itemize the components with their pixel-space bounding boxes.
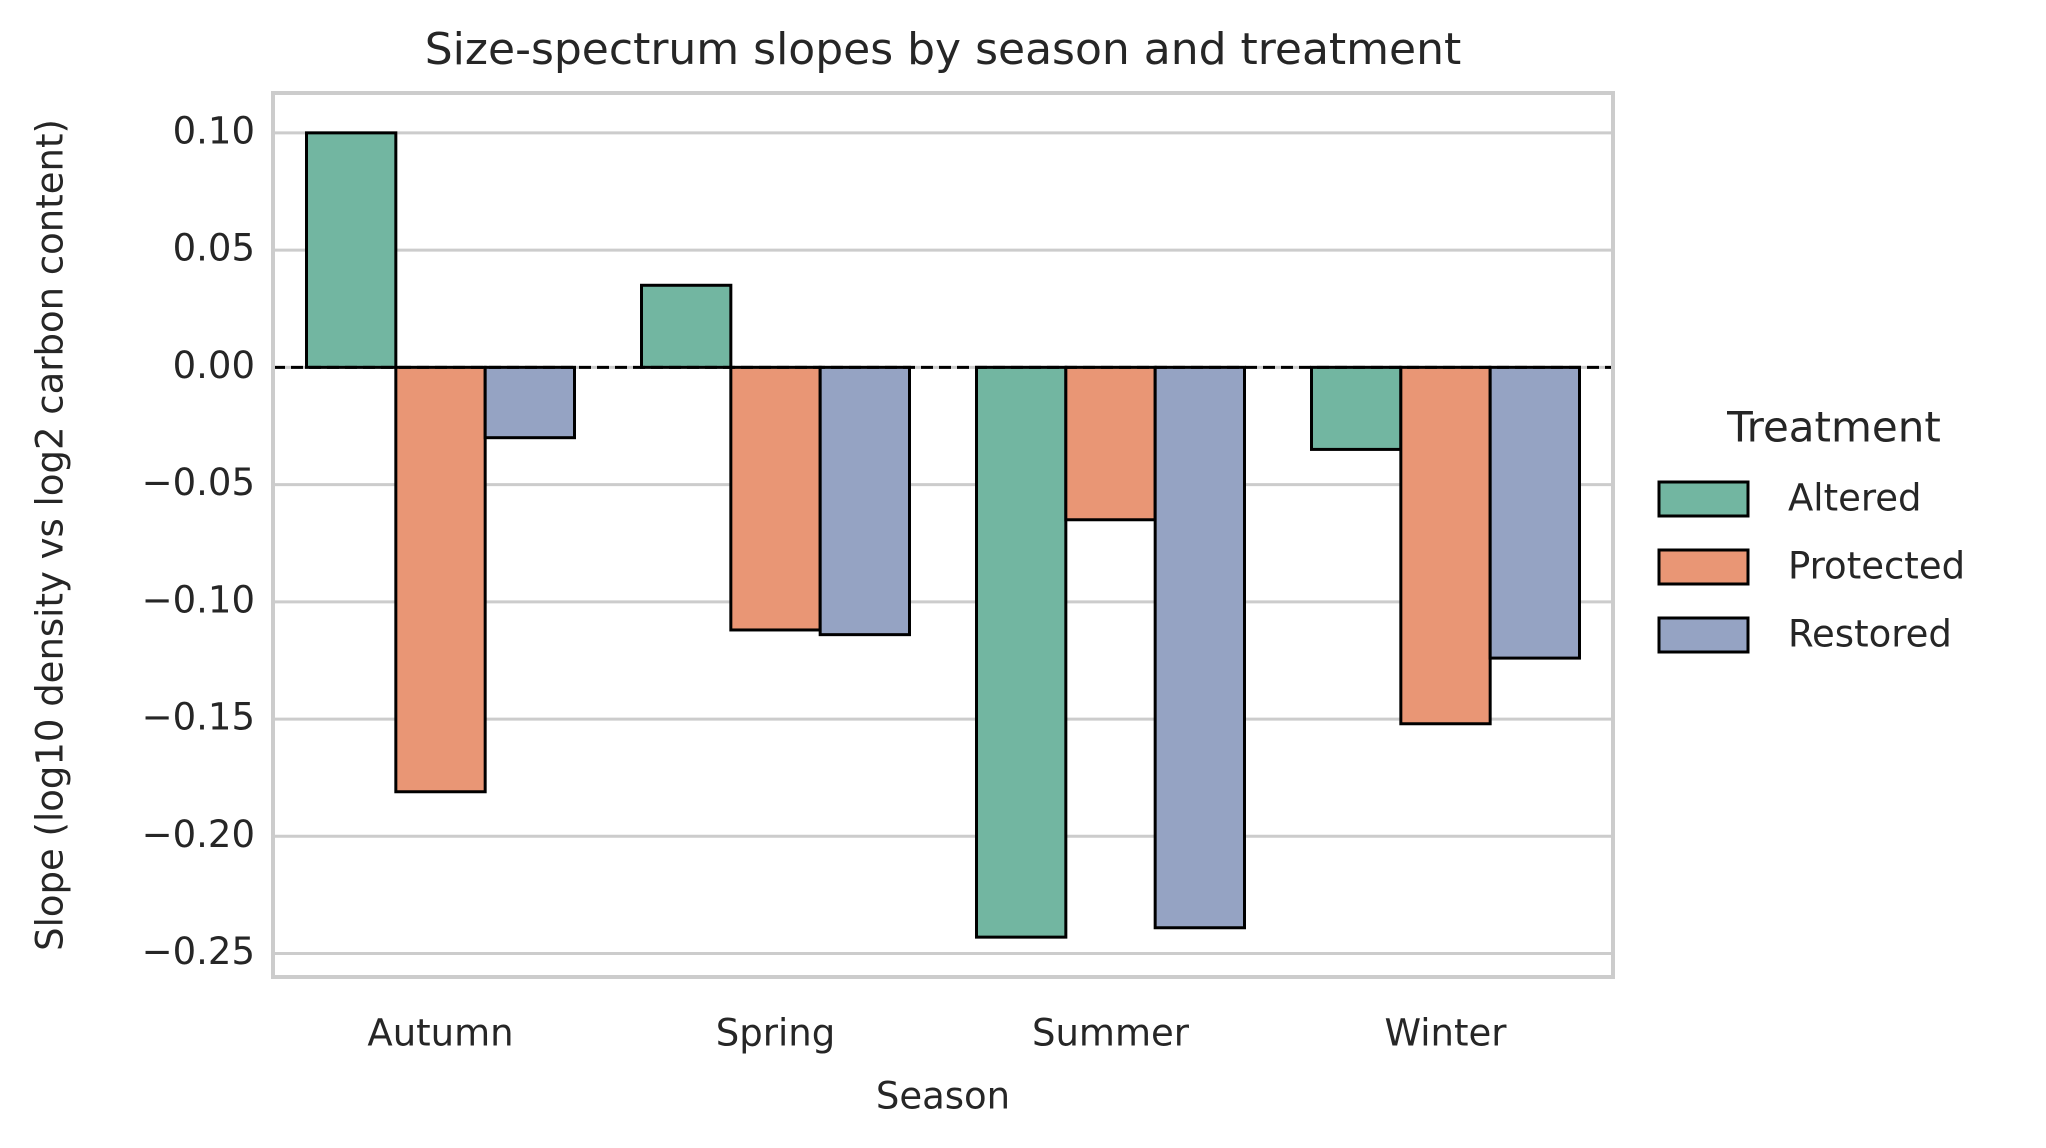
y-tick-label: −0.10	[142, 578, 255, 621]
x-tick-label: Summer	[1032, 1012, 1190, 1055]
bar	[483, 365, 576, 440]
legend-label: Restored	[1788, 613, 1952, 656]
y-tick-label: −0.20	[142, 813, 255, 856]
bar	[1399, 365, 1492, 726]
y-tick-label: −0.15	[142, 696, 255, 739]
bar	[1064, 365, 1157, 522]
bar	[305, 131, 398, 369]
chart-title: Size-spectrum slopes by season and treat…	[425, 24, 1462, 75]
x-tick-label: Winter	[1385, 1012, 1508, 1055]
legend-swatch	[1657, 548, 1750, 586]
bar	[975, 365, 1068, 939]
x-tick-label: Spring	[716, 1012, 835, 1055]
bar	[729, 365, 822, 632]
y-axis-label: Slope (log10 density vs log2 carbon cont…	[29, 119, 72, 951]
y-tick-label: −0.25	[142, 930, 255, 973]
legend-swatch	[1657, 480, 1750, 518]
y-tick-label: 0.10	[173, 109, 255, 152]
legend-label: Protected	[1788, 545, 1965, 588]
plot-frame	[271, 91, 1615, 979]
bar	[818, 365, 912, 637]
bar	[1153, 365, 1246, 930]
x-tick-label: Autumn	[367, 1012, 513, 1055]
bar	[1310, 365, 1403, 451]
legend-title: Treatment	[1726, 403, 1941, 452]
y-tick-label: 0.00	[173, 344, 255, 387]
legend-label: Altered	[1788, 477, 1922, 520]
bar	[1488, 365, 1581, 660]
x-axis-label: Season	[876, 1075, 1010, 1118]
y-tick-label: 0.05	[173, 227, 255, 270]
bar	[394, 365, 487, 794]
bar	[640, 283, 733, 369]
legend-swatch	[1657, 616, 1750, 654]
y-tick-label: −0.05	[142, 461, 255, 504]
